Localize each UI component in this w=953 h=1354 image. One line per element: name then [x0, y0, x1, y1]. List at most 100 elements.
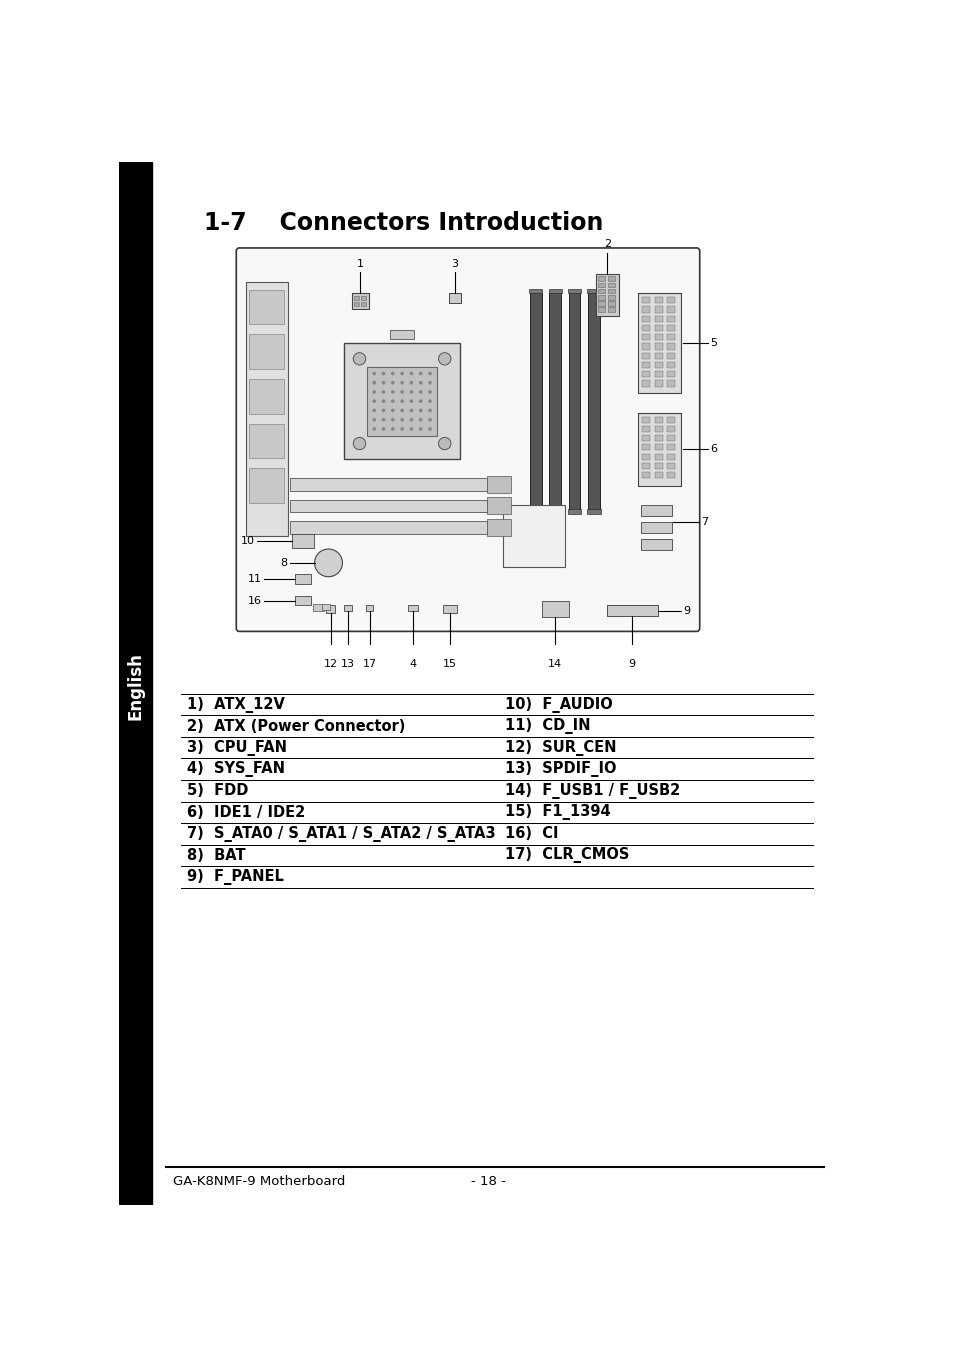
Bar: [598, 301, 604, 306]
Bar: [608, 288, 615, 294]
Text: GA-K8NMF-9 Motherboard: GA-K8NMF-9 Motherboard: [173, 1175, 346, 1187]
Text: 8)  BAT: 8) BAT: [187, 848, 246, 862]
Circle shape: [392, 428, 394, 431]
Bar: [666, 371, 674, 378]
Text: 1-7    Connectors Introduction: 1-7 Connectors Introduction: [204, 210, 603, 234]
Bar: [640, 539, 671, 550]
Circle shape: [429, 372, 431, 375]
Bar: [640, 505, 671, 516]
Text: 10: 10: [240, 536, 254, 546]
Bar: [666, 380, 674, 386]
Bar: [249, 290, 284, 324]
Bar: [608, 307, 615, 311]
Bar: [360, 295, 365, 301]
Bar: [641, 435, 649, 441]
Circle shape: [419, 409, 421, 412]
Bar: [641, 344, 649, 349]
Bar: [290, 521, 487, 533]
Bar: [529, 509, 542, 513]
Bar: [598, 307, 604, 311]
Bar: [344, 605, 352, 612]
Circle shape: [382, 409, 384, 412]
Bar: [654, 371, 661, 378]
Circle shape: [400, 382, 403, 383]
Circle shape: [410, 391, 412, 393]
Bar: [641, 371, 649, 378]
Text: 8: 8: [280, 558, 287, 567]
Circle shape: [373, 372, 375, 375]
Text: English: English: [127, 653, 144, 720]
Text: 13: 13: [340, 659, 355, 669]
Text: 6: 6: [710, 444, 717, 454]
Text: 2)  ATX (Power Connector): 2) ATX (Power Connector): [187, 719, 405, 734]
Bar: [443, 605, 456, 613]
Text: 7)  S_ATA0 / S_ATA1 / S_ATA2 / S_ATA3: 7) S_ATA0 / S_ATA1 / S_ATA2 / S_ATA3: [187, 826, 496, 842]
Bar: [641, 380, 649, 386]
Bar: [360, 302, 365, 306]
Bar: [666, 306, 674, 313]
Bar: [641, 417, 649, 422]
Bar: [365, 605, 373, 612]
Circle shape: [314, 548, 342, 577]
Bar: [598, 295, 604, 299]
Text: 16: 16: [248, 596, 261, 605]
Circle shape: [419, 382, 421, 383]
Circle shape: [429, 382, 431, 383]
Bar: [390, 329, 414, 338]
Bar: [654, 306, 661, 313]
Circle shape: [410, 382, 412, 383]
Text: 4: 4: [409, 659, 416, 669]
Bar: [641, 298, 649, 303]
Bar: [598, 276, 604, 282]
Bar: [641, 454, 649, 460]
Bar: [641, 362, 649, 368]
Bar: [666, 334, 674, 340]
Bar: [292, 535, 314, 548]
Bar: [608, 295, 615, 299]
Text: 6)  IDE1 / IDE2: 6) IDE1 / IDE2: [187, 804, 305, 821]
Bar: [638, 294, 680, 394]
Text: 13)  SPDIF_IO: 13) SPDIF_IO: [505, 761, 616, 777]
Circle shape: [373, 409, 375, 412]
Bar: [666, 417, 674, 422]
Bar: [352, 294, 369, 309]
Bar: [245, 282, 288, 536]
Circle shape: [429, 428, 431, 431]
Bar: [654, 417, 661, 422]
Circle shape: [382, 382, 384, 383]
Bar: [487, 519, 510, 536]
Circle shape: [392, 382, 394, 383]
Circle shape: [373, 418, 375, 421]
Bar: [641, 473, 649, 478]
Bar: [641, 334, 649, 340]
Bar: [641, 315, 649, 322]
Bar: [548, 288, 561, 294]
Circle shape: [400, 372, 403, 375]
Circle shape: [429, 391, 431, 393]
Circle shape: [382, 428, 384, 431]
Bar: [408, 605, 417, 612]
Text: 15: 15: [443, 659, 456, 669]
Bar: [322, 604, 330, 609]
Bar: [249, 334, 284, 368]
Bar: [290, 478, 487, 490]
Circle shape: [400, 418, 403, 421]
Circle shape: [382, 391, 384, 393]
Text: 9: 9: [682, 605, 690, 616]
Bar: [641, 352, 649, 359]
Text: 5: 5: [710, 338, 717, 348]
Text: 1)  ATX_12V: 1) ATX_12V: [187, 696, 285, 712]
Bar: [654, 444, 661, 451]
Bar: [354, 302, 358, 306]
Bar: [587, 509, 599, 513]
Circle shape: [429, 409, 431, 412]
Text: 11)  CD_IN: 11) CD_IN: [505, 718, 590, 734]
Text: 16)  CI: 16) CI: [505, 826, 558, 841]
Bar: [654, 380, 661, 386]
Bar: [640, 523, 671, 533]
Bar: [326, 605, 335, 613]
Text: 5)  FDD: 5) FDD: [187, 784, 249, 799]
Bar: [654, 344, 661, 349]
Bar: [641, 444, 649, 451]
Bar: [654, 352, 661, 359]
